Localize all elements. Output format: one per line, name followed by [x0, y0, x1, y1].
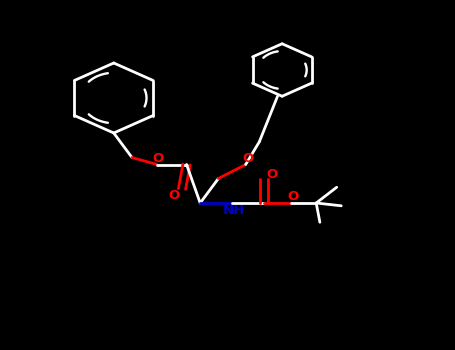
Text: O: O [168, 189, 179, 202]
Text: O: O [243, 152, 253, 165]
Text: NH: NH [223, 204, 245, 217]
Text: O: O [267, 168, 278, 182]
Text: O: O [287, 190, 298, 203]
Text: O: O [152, 152, 163, 165]
